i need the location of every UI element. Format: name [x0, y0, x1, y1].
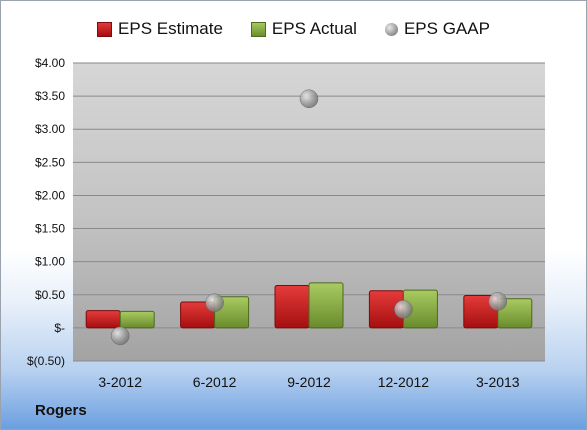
chart-legend: EPS Estimate EPS Actual EPS GAAP	[1, 17, 586, 41]
legend-swatch-gaap	[384, 22, 398, 36]
bar-eps-estimate	[85, 310, 121, 329]
bar-eps-actual	[119, 310, 155, 329]
y-tick-label: $4.00	[35, 56, 65, 70]
y-tick-label: $1.50	[35, 222, 65, 236]
y-tick-label: $3.00	[35, 122, 65, 136]
point-eps-gaap	[488, 292, 508, 311]
y-tick-label: $0.50	[35, 288, 65, 302]
legend-label-gaap: EPS GAAP	[403, 19, 490, 38]
point-eps-gaap	[394, 300, 413, 319]
x-tick-label: 3-2012	[98, 374, 142, 390]
bar-eps-actual	[497, 298, 533, 329]
point-eps-gaap	[205, 293, 224, 312]
y-tick-label: $1.00	[35, 255, 65, 269]
x-tick-label: 6-2012	[193, 374, 237, 390]
x-tick-label: 12-2012	[378, 374, 430, 390]
legend-swatch-estimate	[97, 21, 113, 37]
legend-swatch-actual	[250, 21, 266, 37]
legend-item-actual: EPS Actual	[250, 19, 357, 39]
company-name: Rogers	[35, 402, 87, 419]
legend-item-gaap: EPS GAAP	[384, 19, 490, 39]
y-tick-label: $2.50	[35, 155, 65, 169]
bar-eps-actual	[308, 282, 344, 329]
x-tick-label: 3-2013	[476, 374, 520, 390]
y-tick-label: $3.50	[35, 89, 65, 103]
x-tick-label: 9-2012	[287, 374, 331, 390]
point-eps-gaap	[299, 89, 319, 109]
y-tick-label: $(0.50)	[27, 354, 65, 368]
legend-label-actual: EPS Actual	[271, 19, 357, 38]
legend-item-estimate: EPS Estimate	[97, 19, 223, 39]
legend-label-estimate: EPS Estimate	[118, 19, 223, 38]
point-eps-gaap	[110, 326, 130, 346]
y-tick-label: $2.00	[35, 188, 65, 202]
bar-eps-estimate	[274, 285, 310, 329]
y-tick-label: $-	[54, 321, 65, 335]
